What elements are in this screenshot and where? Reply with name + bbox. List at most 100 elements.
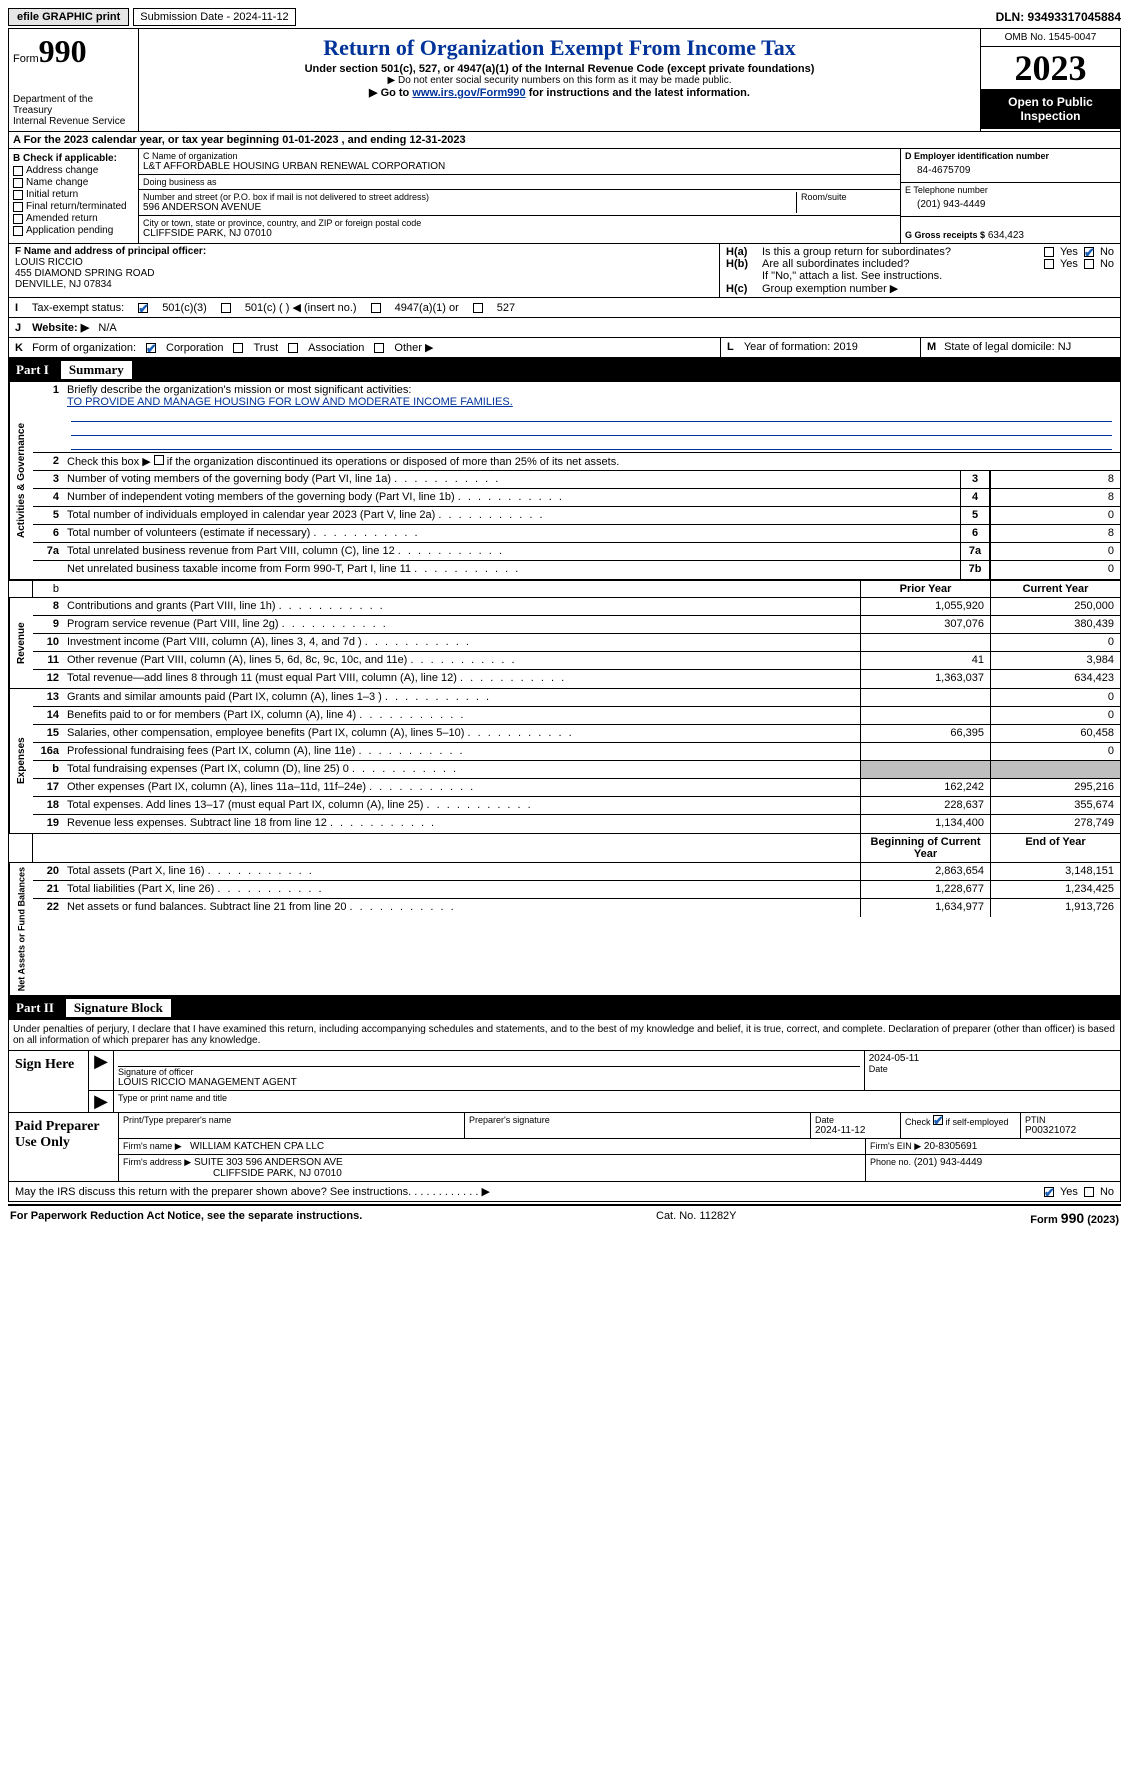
k-corp-box[interactable] (146, 343, 156, 353)
checkbox-initial-return: Initial return (13, 189, 134, 200)
may-no-box[interactable] (1084, 1187, 1094, 1197)
header-left: Form990 Department of the Treasury Inter… (9, 29, 139, 131)
l-txt: Year of formation: 2019 (744, 341, 858, 353)
part-ii-header: Part II Signature Block (8, 996, 1121, 1020)
efile-button[interactable]: efile GRAPHIC print (8, 8, 129, 26)
summary-row: 5Total number of individuals employed in… (33, 507, 1120, 525)
summary-row: 7aTotal unrelated business revenue from … (33, 543, 1120, 561)
may-yes-box[interactable] (1044, 1187, 1054, 1197)
gross: 634,423 (988, 230, 1024, 241)
checkbox[interactable] (13, 214, 23, 224)
firm-addr-cap: Firm's address ▶ (123, 1157, 191, 1167)
sign-here-block: Sign Here ▶ Signature of officer LOUIS R… (8, 1051, 1121, 1113)
tel: (201) 943-4449 (905, 195, 1116, 214)
page-footer: For Paperwork Reduction Act Notice, see … (8, 1204, 1121, 1230)
dba-cap: Doing business as (143, 177, 896, 187)
side-expenses: Expenses (9, 689, 33, 833)
k-trust-box[interactable] (233, 343, 243, 353)
checkbox-amended-return: Amended return (13, 213, 134, 224)
form-number: 990 (39, 33, 87, 69)
room-cap: Room/suite (801, 192, 896, 202)
summary-row: 22Net assets or fund balances. Subtract … (33, 899, 1120, 917)
prep-name-cap: Print/Type preparer's name (123, 1115, 460, 1125)
ha-no-box[interactable] (1084, 247, 1094, 257)
hdr-end: End of Year (990, 834, 1120, 862)
firm-name: WILLIAM KATCHEN CPA LLC (190, 1141, 324, 1152)
sig-officer: LOUIS RICCIO MANAGEMENT AGENT (118, 1077, 860, 1088)
street-cap: Number and street (or P.O. box if mail i… (143, 192, 796, 202)
q2-box[interactable] (154, 455, 164, 465)
hb-lab: H(b) (726, 258, 762, 270)
block-fh: F Name and address of principal officer:… (8, 244, 1121, 298)
checkbox[interactable] (13, 202, 23, 212)
hb-txt: Are all subordinates included? (762, 258, 1044, 270)
prep-date-cap: Date (815, 1115, 896, 1125)
website: N/A (98, 322, 116, 334)
ptin: P00321072 (1025, 1125, 1116, 1136)
paid-preparer-block: Paid Preparer Use Only Print/Type prepar… (8, 1113, 1121, 1182)
hb-no-box[interactable] (1084, 259, 1094, 269)
hb-note: If "No," attach a list. See instructions… (726, 270, 1114, 282)
k-other-box[interactable] (374, 343, 384, 353)
dept-label: Department of the Treasury Internal Reve… (13, 94, 134, 127)
footer-left: For Paperwork Reduction Act Notice, see … (10, 1210, 362, 1226)
ha-yes-box[interactable] (1044, 247, 1054, 257)
row-i: I Tax-exempt status: 501(c)(3) 501(c) ( … (8, 298, 1121, 318)
checkbox[interactable] (13, 166, 23, 176)
footer-mid: Cat. No. 11282Y (656, 1210, 737, 1226)
k-txt: Form of organization: (32, 342, 136, 354)
checkbox[interactable] (13, 226, 23, 236)
sig-date: 2024-05-11 (869, 1053, 1116, 1064)
firm-ein-cap: Firm's EIN ▶ (870, 1141, 921, 1151)
firm-name-cap: Firm's name ▶ (123, 1141, 182, 1151)
firm-ein: 20-8305691 (924, 1141, 977, 1152)
ptin-cap: PTIN (1025, 1115, 1116, 1125)
sig-off-cap: Signature of officer (118, 1067, 860, 1077)
officer-addr2: DENVILLE, NJ 07834 (15, 279, 713, 290)
hb-yes-box[interactable] (1044, 259, 1054, 269)
self-emp-box[interactable] (933, 1115, 943, 1125)
summary-row: 6Total number of volunteers (estimate if… (33, 525, 1120, 543)
header-mid: Return of Organization Exempt From Incom… (139, 29, 980, 131)
summary-row: 15Salaries, other compensation, employee… (33, 725, 1120, 743)
street: 596 ANDERSON AVENUE (143, 202, 796, 213)
checkbox-address-change: Address change (13, 165, 134, 176)
checkbox-name-change: Name change (13, 177, 134, 188)
summary-row: 3Number of voting members of the governi… (33, 471, 1120, 489)
summary-row: 16aProfessional fundraising fees (Part I… (33, 743, 1120, 761)
q1-lab: Briefly describe the organization's miss… (67, 384, 411, 396)
top-bar: efile GRAPHIC print Submission Date - 20… (8, 8, 1121, 26)
k-assoc-box[interactable] (288, 343, 298, 353)
i-527-box[interactable] (473, 303, 483, 313)
summary-table: Activities & Governance 1 Briefly descri… (8, 382, 1121, 996)
summary-row: 19Revenue less expenses. Subtract line 1… (33, 815, 1120, 833)
m-txt: State of legal domicile: NJ (944, 341, 1071, 353)
checkbox[interactable] (13, 178, 23, 188)
part-i-label: Part I (16, 362, 49, 378)
irs-link[interactable]: www.irs.gov/Form990 (412, 87, 525, 99)
summary-row: 8Contributions and grants (Part VIII, li… (33, 598, 1120, 616)
row-j: J Website: ▶ N/A (8, 318, 1121, 338)
checkbox-final-return-terminated: Final return/terminated (13, 201, 134, 212)
i-4947-box[interactable] (371, 303, 381, 313)
ha-txt: Is this a group return for subordinates? (762, 246, 1044, 258)
omb-number: OMB No. 1545-0047 (981, 29, 1120, 47)
gross-cap: G Gross receipts $ (905, 230, 985, 240)
summary-row: 17Other expenses (Part IX, column (A), l… (33, 779, 1120, 797)
i-501c3-box[interactable] (138, 303, 148, 313)
tax-year: 2023 (981, 47, 1120, 89)
col-d: D Employer identification number 84-4675… (900, 149, 1120, 243)
i-501c-box[interactable] (221, 303, 231, 313)
may-txt: May the IRS discuss this return with the… (15, 1186, 411, 1198)
part-ii-name: Signature Block (66, 999, 171, 1017)
summary-row: 10Investment income (Part VIII, column (… (33, 634, 1120, 652)
paid-label: Paid Preparer Use Only (9, 1113, 119, 1181)
block-bcd: B Check if applicable: Address changeNam… (8, 149, 1121, 244)
header-right: OMB No. 1545-0047 2023 Open to Public In… (980, 29, 1120, 131)
hc-lab: H(c) (726, 283, 762, 295)
summary-row: 4Number of independent voting members of… (33, 489, 1120, 507)
ein: 84-4675709 (905, 161, 1116, 180)
checkbox[interactable] (13, 190, 23, 200)
part-ii-label: Part II (16, 1000, 54, 1016)
officer-name: LOUIS RICCIO (15, 257, 713, 268)
